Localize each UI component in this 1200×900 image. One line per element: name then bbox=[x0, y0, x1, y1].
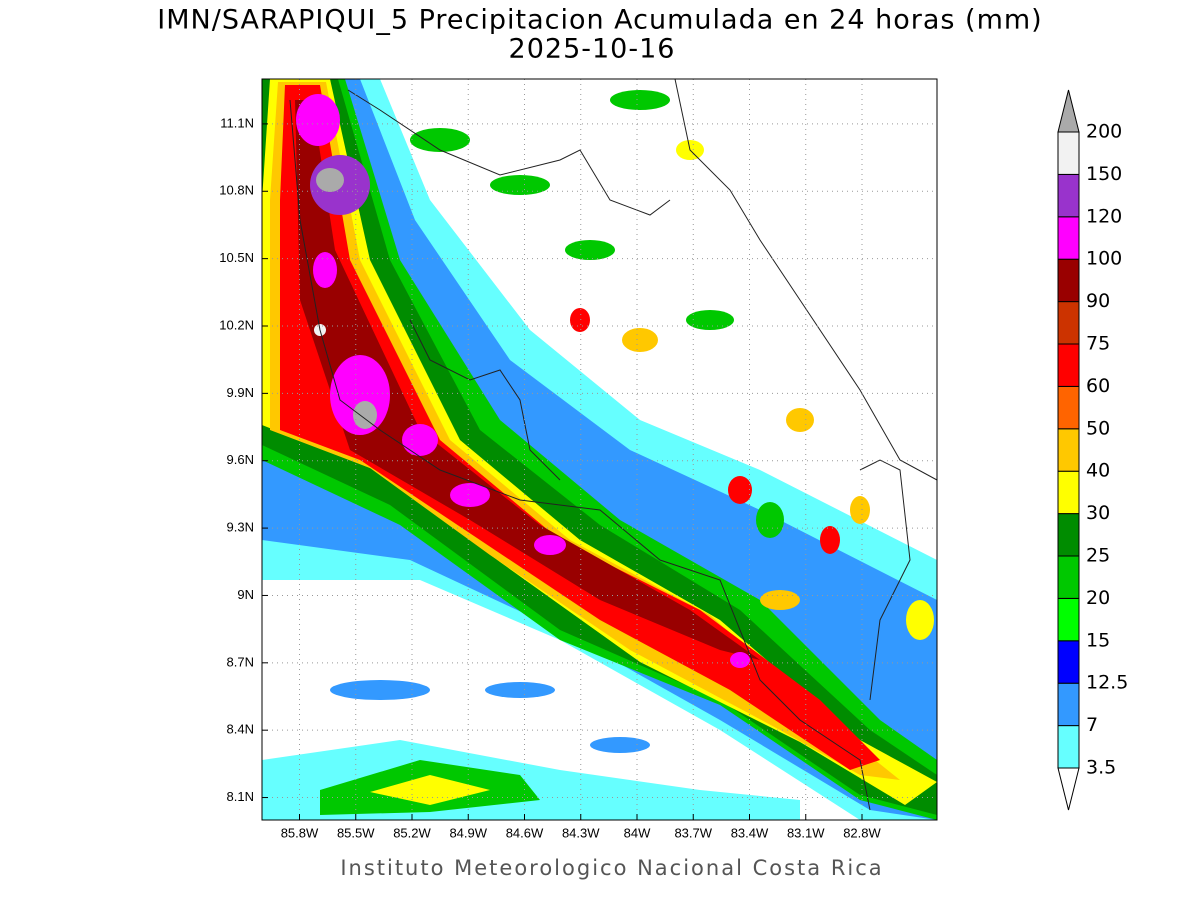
colorbar-box bbox=[1057, 470, 1080, 515]
colorbar-label: 75 bbox=[1086, 333, 1110, 355]
axes: 85.8W 85.5W 85.2W 84.9W 84.6W 84.3W 84W 83.7W 83… bbox=[219, 79, 937, 840]
x-tick-label: 83.4W bbox=[731, 825, 769, 840]
y-tick-label: 9N bbox=[237, 587, 254, 602]
y-tick-label: 9.9N bbox=[227, 385, 254, 400]
y-tick-label: 8.7N bbox=[227, 654, 254, 669]
colorbar-box bbox=[1057, 301, 1080, 345]
colorbar-box bbox=[1057, 216, 1080, 260]
precipitation-field bbox=[262, 79, 937, 820]
colorbar-label: 3.5 bbox=[1086, 757, 1116, 779]
map-subtitle: 2025-10-16 bbox=[509, 34, 676, 65]
y-tick-label: 9.3N bbox=[227, 520, 254, 535]
colorbar-label: 200 bbox=[1086, 121, 1122, 143]
colorbar-label: 25 bbox=[1086, 545, 1110, 567]
x-tick-label: 84.3W bbox=[562, 825, 600, 840]
y-tick-label: 8.4N bbox=[227, 722, 254, 737]
y-tick-label: 10.5N bbox=[219, 250, 254, 265]
y-tick-label: 9.6N bbox=[227, 452, 254, 467]
colorbar-box bbox=[1057, 597, 1080, 642]
colorbar-box bbox=[1057, 428, 1080, 472]
colorbar-label: 50 bbox=[1086, 417, 1110, 439]
colorbar-box bbox=[1057, 513, 1080, 557]
colorbar: 3.5 7 12.5 15 20 25 30 40 50 60 75 90 100 120 150 200 bbox=[1057, 89, 1128, 811]
y-tick-label: 10.2N bbox=[219, 317, 254, 332]
colorbar-label: 20 bbox=[1086, 587, 1110, 609]
coastlines bbox=[289, 78, 938, 811]
x-tick-label: 85.2W bbox=[393, 825, 431, 840]
colorbar-label: 100 bbox=[1086, 248, 1122, 270]
colorbar-box bbox=[1057, 682, 1080, 727]
colorbar-box bbox=[1057, 343, 1080, 387]
x-tick-label: 84.6W bbox=[506, 825, 544, 840]
x-tick-label: 85.5W bbox=[337, 825, 375, 840]
footer: Instituto Meteorologico Nacional Costa R… bbox=[340, 856, 883, 880]
colorbar-box bbox=[1057, 385, 1080, 430]
colorbar-label: 150 bbox=[1086, 163, 1122, 185]
x-tick-label: 83.7W bbox=[674, 825, 712, 840]
colorbar-label: 30 bbox=[1086, 502, 1110, 524]
colorbar-box bbox=[1057, 173, 1080, 218]
map-frame bbox=[261, 78, 938, 821]
y-tick-label: 11.1N bbox=[220, 115, 254, 130]
colorbar-under-arrow bbox=[1057, 767, 1080, 811]
colorbar-label: 120 bbox=[1086, 205, 1122, 227]
map-title: IMN/SARAPIQUI_5 Precipitacion Acumulada … bbox=[157, 5, 1042, 36]
x-tick-label: 82.8W bbox=[843, 825, 881, 840]
colorbar-box bbox=[1057, 640, 1080, 684]
colorbar-label: 60 bbox=[1086, 375, 1110, 397]
colorbar-label: 40 bbox=[1086, 460, 1110, 482]
colorbar-label: 90 bbox=[1086, 290, 1110, 312]
colorbar-label: 12.5 bbox=[1086, 672, 1128, 694]
x-tick-label: 84W bbox=[624, 825, 651, 840]
colorbar-box bbox=[1057, 725, 1080, 769]
colorbar-label: 7 bbox=[1086, 714, 1098, 736]
x-tick-label: 83.1W bbox=[787, 825, 825, 840]
x-tick-label: 84.9W bbox=[449, 825, 487, 840]
y-tick-label: 8.1N bbox=[227, 789, 254, 804]
colorbar-label: 15 bbox=[1086, 629, 1110, 651]
x-tick-label: 85.8W bbox=[281, 825, 319, 840]
colorbar-box bbox=[1057, 555, 1080, 599]
colorbar-over-arrow bbox=[1057, 89, 1080, 133]
y-tick-label: 10.8N bbox=[219, 183, 254, 198]
colorbar-box bbox=[1057, 258, 1080, 303]
colorbar-box bbox=[1057, 131, 1080, 175]
